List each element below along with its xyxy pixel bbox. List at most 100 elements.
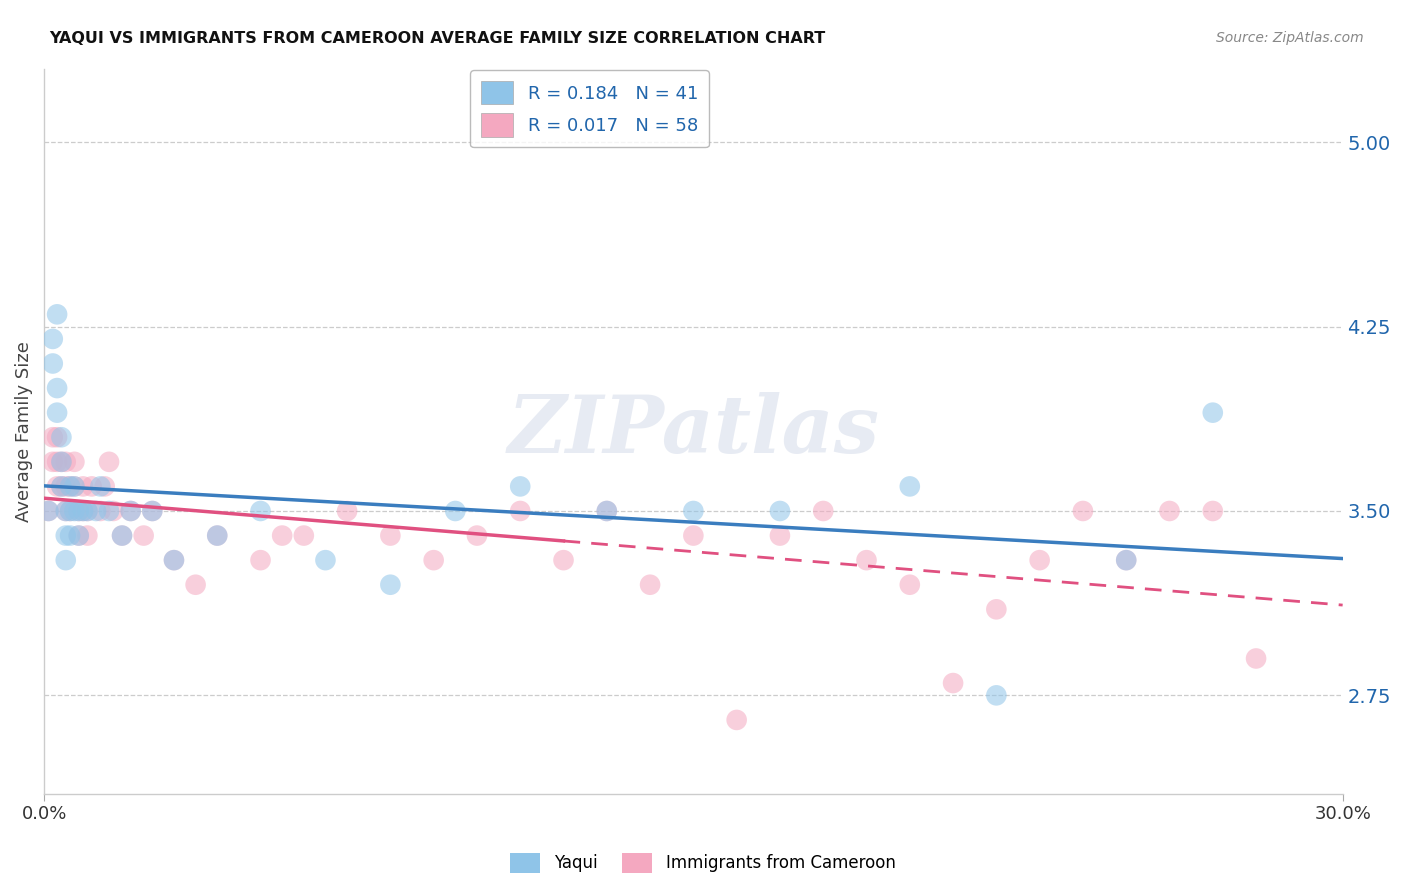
Point	[1071, 504, 1094, 518]
Point	[898, 578, 921, 592]
Point	[1244, 651, 1267, 665]
Point	[141, 504, 163, 518]
Point	[55, 528, 77, 542]
Point	[46, 479, 69, 493]
Point	[509, 479, 531, 493]
Point	[444, 504, 467, 518]
Point	[80, 479, 103, 493]
Point	[103, 504, 125, 518]
Point	[986, 689, 1008, 703]
Legend: Yaqui, Immigrants from Cameroon: Yaqui, Immigrants from Cameroon	[503, 847, 903, 880]
Point	[55, 504, 77, 518]
Point	[1202, 504, 1225, 518]
Point	[67, 504, 90, 518]
Point	[42, 430, 65, 444]
Point	[314, 553, 336, 567]
Point	[380, 528, 402, 542]
Text: Source: ZipAtlas.com: Source: ZipAtlas.com	[1216, 31, 1364, 45]
Point	[59, 504, 82, 518]
Text: YAQUI VS IMMIGRANTS FROM CAMEROON AVERAGE FAMILY SIZE CORRELATION CHART: YAQUI VS IMMIGRANTS FROM CAMEROON AVERAG…	[49, 31, 825, 46]
Point	[67, 504, 90, 518]
Point	[207, 528, 229, 542]
Point	[51, 455, 73, 469]
Point	[46, 381, 69, 395]
Point	[55, 479, 77, 493]
Point	[51, 430, 73, 444]
Point	[120, 504, 142, 518]
Point	[59, 479, 82, 493]
Point	[725, 713, 748, 727]
Point	[89, 504, 111, 518]
Point	[509, 504, 531, 518]
Point	[638, 578, 661, 592]
Point	[55, 504, 77, 518]
Point	[184, 578, 207, 592]
Point	[55, 455, 77, 469]
Point	[682, 504, 704, 518]
Point	[380, 578, 402, 592]
Point	[55, 553, 77, 567]
Point	[93, 479, 115, 493]
Point	[465, 528, 488, 542]
Point	[67, 528, 90, 542]
Point	[769, 528, 792, 542]
Point	[37, 504, 59, 518]
Point	[596, 504, 619, 518]
Point	[898, 479, 921, 493]
Point	[111, 528, 134, 542]
Point	[76, 504, 98, 518]
Point	[59, 528, 82, 542]
Point	[1028, 553, 1050, 567]
Point	[98, 455, 121, 469]
Point	[42, 332, 65, 346]
Point	[98, 504, 121, 518]
Point	[67, 528, 90, 542]
Point	[46, 307, 69, 321]
Point	[141, 504, 163, 518]
Point	[63, 504, 86, 518]
Point	[84, 504, 107, 518]
Point	[422, 553, 444, 567]
Point	[986, 602, 1008, 616]
Point	[553, 553, 575, 567]
Point	[249, 504, 271, 518]
Point	[63, 479, 86, 493]
Point	[292, 528, 315, 542]
Point	[120, 504, 142, 518]
Y-axis label: Average Family Size: Average Family Size	[15, 341, 32, 522]
Point	[682, 528, 704, 542]
Point	[1159, 504, 1181, 518]
Point	[813, 504, 835, 518]
Point	[76, 528, 98, 542]
Point	[51, 479, 73, 493]
Point	[163, 553, 186, 567]
Point	[1202, 406, 1225, 420]
Point	[63, 455, 86, 469]
Point	[51, 455, 73, 469]
Point	[249, 553, 271, 567]
Point	[336, 504, 359, 518]
Point	[942, 676, 965, 690]
Point	[89, 479, 111, 493]
Point	[72, 479, 94, 493]
Point	[72, 504, 94, 518]
Point	[59, 504, 82, 518]
Point	[63, 479, 86, 493]
Point	[37, 504, 59, 518]
Point	[769, 504, 792, 518]
Point	[46, 406, 69, 420]
Point	[207, 528, 229, 542]
Point	[42, 357, 65, 371]
Point	[51, 479, 73, 493]
Point	[163, 553, 186, 567]
Point	[72, 504, 94, 518]
Point	[46, 455, 69, 469]
Legend: R = 0.184   N = 41, R = 0.017   N = 58: R = 0.184 N = 41, R = 0.017 N = 58	[470, 70, 709, 147]
Point	[1115, 553, 1137, 567]
Point	[76, 504, 98, 518]
Point	[855, 553, 877, 567]
Point	[111, 528, 134, 542]
Point	[1115, 553, 1137, 567]
Point	[59, 479, 82, 493]
Point	[42, 455, 65, 469]
